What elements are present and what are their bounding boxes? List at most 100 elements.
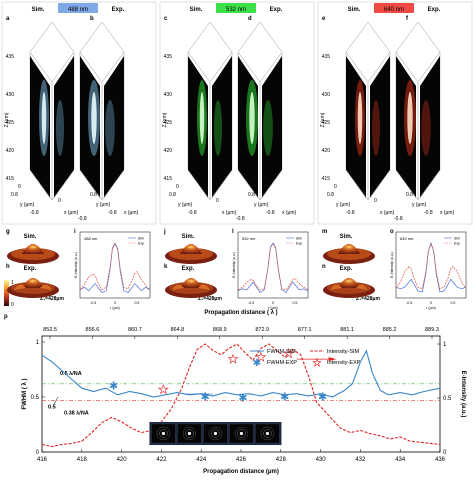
right-x-label: x (μm) xyxy=(440,210,455,216)
exp-surface xyxy=(7,278,59,298)
marker-intensity-exp: ★ xyxy=(256,350,267,364)
series-line-exp xyxy=(237,243,309,291)
legend-sim: Sim xyxy=(138,237,144,241)
series-line-exp xyxy=(79,243,151,291)
beam-inset-strip: 1μm 1μm 1μm 1μm 1μm xyxy=(149,422,282,445)
marker-intensity-exp: ★ xyxy=(158,382,169,396)
wavelength-badge xyxy=(58,3,98,13)
y-tick-n08: -0.8 xyxy=(188,210,197,216)
sim-prism xyxy=(345,21,391,201)
y-tick-n08: -0.8 xyxy=(346,210,355,216)
legend-fwhm-sim: FWHM-SIM xyxy=(267,349,296,355)
z-tick: 425 xyxy=(322,120,331,126)
right-y-label: y (μm) xyxy=(412,202,427,208)
marker-fwhm-exp: ✱ xyxy=(109,381,118,393)
plot-letter: l xyxy=(232,229,234,235)
legend-fwhm-exp: FWHM-EXP xyxy=(267,360,297,366)
exp-prism xyxy=(79,21,125,201)
plot-x-tick: -0.5 xyxy=(406,301,412,305)
right-y-label: y (μm) xyxy=(96,202,111,208)
legend-intensity-sim: Intensity-SIM xyxy=(327,349,360,355)
top-axis-tick: 872.9 xyxy=(255,327,269,333)
z-tick: 430 xyxy=(164,92,173,98)
x-axis-label: x (μm) xyxy=(380,210,395,216)
bottom-axis-tick: 422 xyxy=(156,457,167,463)
z-tick: 435 xyxy=(322,54,331,60)
colorbar xyxy=(4,280,9,306)
colorbar-tick-bottom: 0 xyxy=(11,302,14,308)
legend-sim: Sim xyxy=(454,237,460,241)
right-y-label: y (μm) xyxy=(254,202,269,208)
right-axis-tick: 0 xyxy=(443,450,447,456)
legend-intensity-exp: Intensity-EXP xyxy=(327,360,361,366)
x-tick-0: 0 xyxy=(374,198,377,204)
plot-x-tick: 0 xyxy=(114,301,116,305)
marker-intensity-exp: ★ xyxy=(228,352,239,366)
inset-scale-label: 1μm xyxy=(154,438,160,442)
letter-sim: g xyxy=(6,229,10,235)
bottom-axis-tick: 426 xyxy=(236,457,247,463)
marker-intensity-exp: ★ xyxy=(283,347,294,361)
bottom-axis-tick: 428 xyxy=(276,457,287,463)
panel-letter-exp: b xyxy=(90,16,94,22)
top-axis-tick: 881.1 xyxy=(340,327,354,333)
top-axis-tick: 860.7 xyxy=(128,327,142,333)
exp-surface xyxy=(323,278,375,298)
sim-prism xyxy=(187,21,233,201)
letter-sim: m xyxy=(322,229,327,235)
z-tick: 435 xyxy=(6,54,15,60)
exp-label: Exp. xyxy=(270,7,283,13)
y-axis-label: y (μm) xyxy=(178,202,193,208)
plot-wavelength: 488 nm xyxy=(84,236,98,241)
bottom-axis-tick: 416 xyxy=(37,457,48,463)
z-tick: 420 xyxy=(322,148,331,154)
exp-label: Exp. xyxy=(112,7,125,13)
legend-exp: Exp xyxy=(138,242,144,246)
exp-label: Exp. xyxy=(340,266,353,272)
bottom-axis-tick: 418 xyxy=(77,457,88,463)
wavelength-label: 488 nm xyxy=(68,7,88,13)
wavelength-label: 532 nm xyxy=(226,7,246,13)
plot-wavelength: 532 nm xyxy=(242,236,256,241)
bottom-axis-tick: 434 xyxy=(395,457,406,463)
exp-label: Exp. xyxy=(182,266,195,272)
right-tick-08: 0.8 xyxy=(248,192,255,198)
z-position-label: Z₁=428μm xyxy=(356,296,380,302)
z-tick: 430 xyxy=(6,92,15,98)
series-line-fwhm-sim xyxy=(41,349,441,398)
top-axis-tick: 868.9 xyxy=(213,327,227,333)
sim-label: Sim. xyxy=(182,234,195,240)
bottom-axis-title: Propagation distance (μm) xyxy=(203,469,279,475)
profile-group-0: g Sim. h Exp. Z₁=428μm i 488 nm E-Intensity (a.… xyxy=(6,229,151,310)
exp-label: Exp. xyxy=(24,266,37,272)
panel-letter-exp: f xyxy=(406,16,409,22)
bottom-axis-tick: 430 xyxy=(316,457,327,463)
series-line-sim xyxy=(79,242,151,293)
bottom-axis-tick: 432 xyxy=(355,457,366,463)
profile-group-2: m Sim. n Exp. Z₁=428μm o 640 nm E-Intensity (a.… xyxy=(322,229,467,310)
sim-label: Sim. xyxy=(32,7,45,13)
exp-surface xyxy=(165,278,217,298)
y-tick-0: 0 xyxy=(176,184,179,190)
plot-y-label: E-Intensity (a.u.) xyxy=(74,252,78,278)
sim-prism xyxy=(29,21,75,201)
plot-x-label: r (μm) xyxy=(426,306,435,310)
letter-exp: k xyxy=(164,264,168,270)
plot-x-tick: -0.5 xyxy=(248,301,254,305)
letter-sim: j xyxy=(163,229,166,235)
plot-x-tick: 0.5 xyxy=(134,301,139,305)
annotation-05-na: 0.5 λ/NA xyxy=(60,371,82,377)
sim-label: Sim. xyxy=(190,7,203,13)
wavelength-badge xyxy=(216,3,256,13)
right-x-label: x (μm) xyxy=(124,210,139,216)
top-axis-tick: 877.1 xyxy=(298,327,312,333)
series-line-sim xyxy=(395,241,467,293)
right-tick-n08: -0.8 xyxy=(266,210,275,216)
plot-letter: i xyxy=(74,229,76,235)
marker-fwhm-exp: ✱ xyxy=(318,392,327,404)
svg-text:★: ★ xyxy=(313,358,322,369)
y-tick-08: 0.8 xyxy=(169,192,176,198)
x-tick-n08: -0.8 xyxy=(78,216,87,222)
x-tick-0: 0 xyxy=(58,198,61,204)
